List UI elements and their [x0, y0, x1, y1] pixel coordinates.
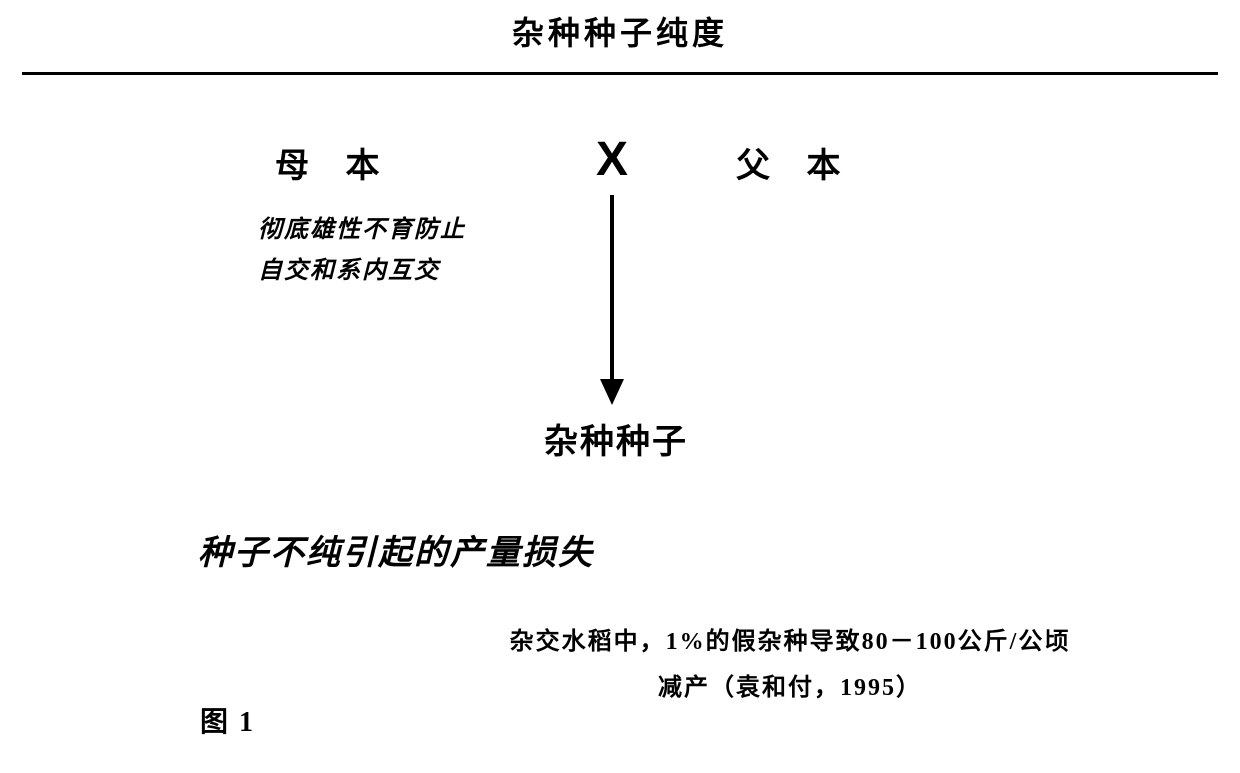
- title-divider: [22, 72, 1218, 75]
- mother-label: 母 本: [275, 138, 394, 187]
- father-label: 父 本: [736, 138, 855, 187]
- footnote-line2: 减产（袁和付，1995）: [440, 666, 1140, 712]
- mother-annotation: 彻底雄性不育防止 自交和系内互交: [258, 210, 466, 292]
- down-arrow: [609, 195, 615, 405]
- figure-number-label: 图 1: [200, 700, 255, 740]
- diagram-container: 杂种种子纯度 母 本 X 父 本 彻底雄性不育防止 自交和系内互交 杂种种子 种…: [0, 0, 1240, 773]
- footnote-text: 杂交水稻中，1%的假杂种导致80－100公斤/公顷 减产（袁和付，1995）: [440, 620, 1140, 711]
- footnote-line1: 杂交水稻中，1%的假杂种导致80－100公斤/公顷: [440, 620, 1140, 666]
- arrow-head-icon: [600, 379, 624, 405]
- diagram-title: 杂种种子纯度: [512, 8, 728, 54]
- hybrid-seed-label: 杂种种子: [544, 414, 688, 463]
- yield-loss-subtitle: 种子不纯引起的产量损失: [198, 525, 594, 574]
- mother-note-line1: 彻底雄性不育防止: [258, 210, 466, 251]
- mother-note-line2: 自交和系内互交: [258, 251, 466, 292]
- cross-symbol: X: [596, 132, 628, 187]
- arrow-line: [610, 195, 614, 385]
